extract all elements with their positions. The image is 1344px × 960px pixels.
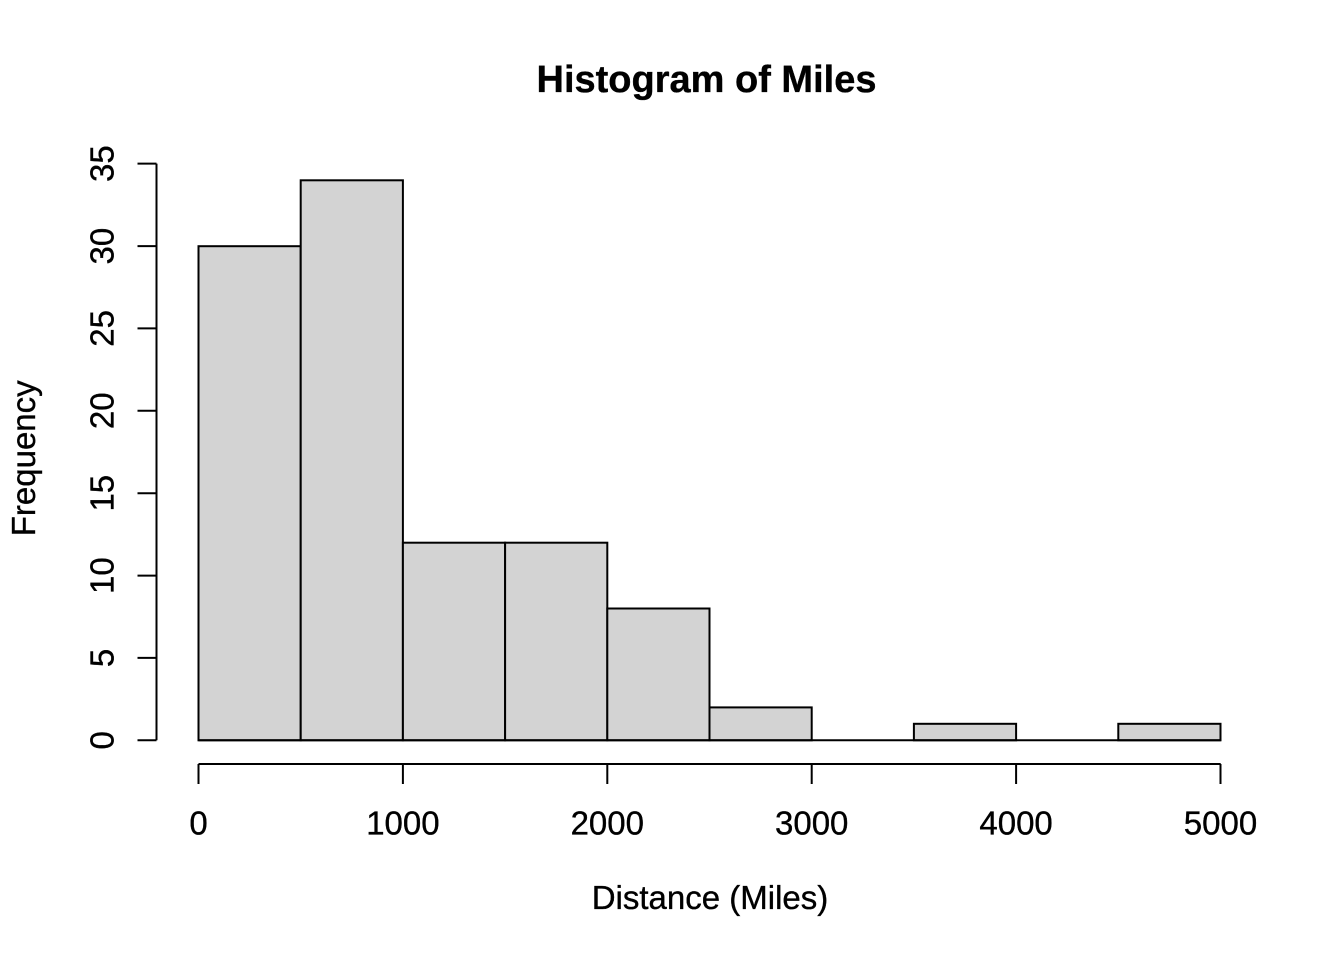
svg-text:4000: 4000 (979, 805, 1052, 842)
svg-text:3000: 3000 (775, 805, 848, 842)
svg-text:5: 5 (84, 649, 121, 667)
svg-text:25: 25 (84, 310, 121, 347)
svg-text:Distance (Miles): Distance (Miles) (592, 879, 829, 916)
svg-text:10: 10 (84, 557, 121, 594)
svg-text:Frequency: Frequency (5, 380, 42, 536)
svg-text:0: 0 (189, 805, 207, 842)
svg-text:0: 0 (84, 731, 121, 749)
svg-text:35: 35 (84, 145, 121, 182)
svg-text:2000: 2000 (571, 805, 644, 842)
svg-text:1000: 1000 (366, 805, 439, 842)
svg-text:5000: 5000 (1184, 805, 1257, 842)
svg-text:20: 20 (84, 392, 121, 429)
svg-text:30: 30 (84, 228, 121, 265)
svg-text:Histogram of Miles: Histogram of Miles (537, 59, 877, 101)
svg-text:15: 15 (84, 475, 121, 512)
